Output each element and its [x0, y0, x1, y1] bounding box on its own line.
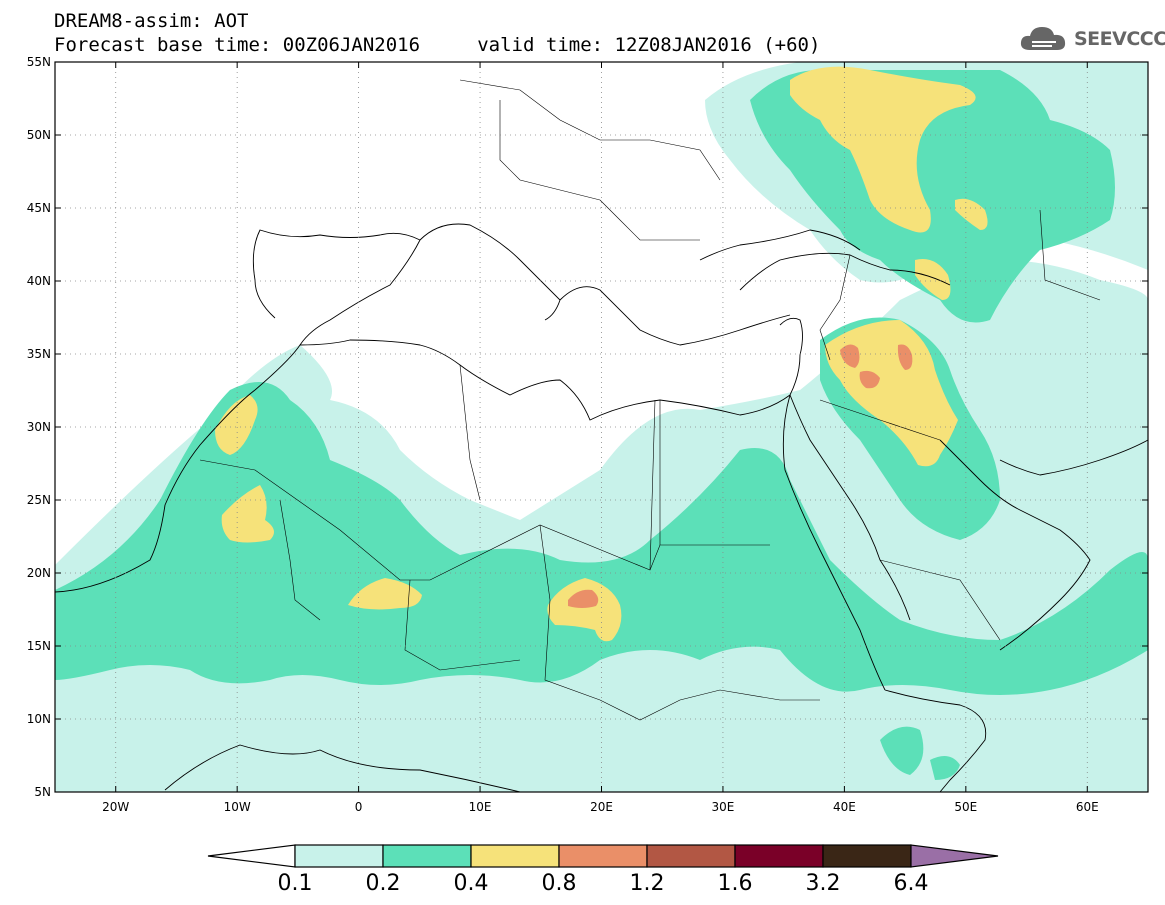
colorbar-swatch — [646, 844, 736, 868]
lon-axis: 20W 10W 0 10E 20E 30E 40E 50E 60E — [102, 800, 1099, 814]
coastlines — [55, 223, 1148, 792]
lat-tick-label: 25N — [27, 493, 51, 507]
colorbar-label: 0.8 — [542, 871, 577, 896]
lat-tick-label: 20N — [27, 566, 51, 580]
colorbar-swatch — [382, 844, 472, 868]
lon-tick-label: 10E — [469, 800, 492, 814]
colorbar: 0.1 0.2 0.4 0.8 1.2 1.6 3.2 6.4 — [207, 844, 999, 896]
colorbar-label: 1.2 — [630, 871, 665, 896]
lat-tick-label: 30N — [27, 420, 51, 434]
lat-tick-label: 15N — [27, 639, 51, 653]
colorbar-swatch — [470, 844, 560, 868]
lon-tick-label: 20W — [102, 800, 129, 814]
colorbar-label: 0.2 — [366, 871, 401, 896]
colorbar-label: 0.1 — [278, 871, 313, 896]
cloud-icon — [1020, 27, 1066, 50]
lon-tick-label: 20E — [590, 800, 613, 814]
colorbar-under-arrow — [207, 844, 296, 868]
lat-tick-label: 10N — [27, 712, 51, 726]
map-title: DREAM8-assim: AOT — [54, 10, 249, 32]
logo-text: SEEVCCC — [1074, 28, 1165, 50]
lon-tick-label: 40E — [833, 800, 856, 814]
lon-tick-label: 50E — [954, 800, 977, 814]
colorbar-label: 3.2 — [806, 871, 841, 896]
lon-tick-label: 0 — [355, 800, 363, 814]
lon-tick-label: 60E — [1076, 800, 1099, 814]
lon-tick-label: 30E — [712, 800, 735, 814]
lat-tick-label: 55N — [27, 55, 51, 69]
colorbar-swatch — [558, 844, 648, 868]
colorbar-label: 0.4 — [454, 871, 489, 896]
lon-tick-label: 10W — [224, 800, 251, 814]
lat-axis: 55N 50N 45N 40N 35N 30N 25N 20N 15N 10N 5N — [27, 55, 51, 799]
seevccc-logo: SEEVCCC — [1018, 23, 1165, 55]
lat-tick-label: 40N — [27, 274, 51, 288]
colorbar-over-arrow — [910, 844, 999, 868]
lat-tick-label: 45N — [27, 201, 51, 215]
grid — [55, 62, 1148, 792]
lat-tick-label: 35N — [27, 347, 51, 361]
colorbar-swatch — [294, 844, 384, 868]
forecast-times: Forecast base time: 00Z06JAN2016 valid t… — [54, 34, 821, 56]
colorbar-label: 6.4 — [894, 871, 929, 896]
aot-field — [55, 62, 1148, 792]
colorbar-label: 1.6 — [718, 871, 753, 896]
axis-ticks — [55, 61, 1148, 793]
colorbar-swatch — [822, 844, 912, 868]
colorbar-swatch — [734, 844, 824, 868]
aot-level-0.8 — [568, 344, 913, 608]
lat-tick-label: 5N — [34, 785, 51, 799]
lat-tick-label: 50N — [27, 128, 51, 142]
country-borders — [199, 79, 1101, 721]
